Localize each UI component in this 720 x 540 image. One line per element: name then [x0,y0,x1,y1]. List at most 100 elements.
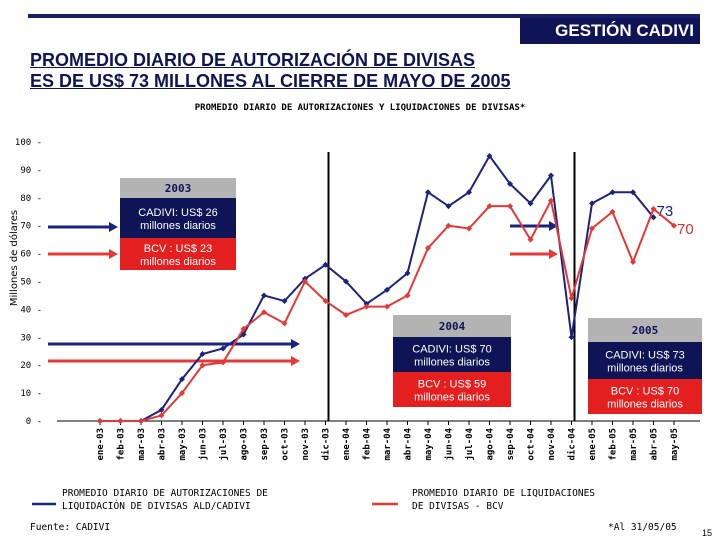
data-point [507,203,513,210]
x-tick-label: feb-05 [609,428,619,461]
annotation-cadivi-line-1: CADIVI: US$ 26 [138,207,217,219]
data-point [322,261,329,268]
header-tab: GESTIÓN CADIVI [520,18,700,44]
legend-blue-text: PROMEDIO DIARIO DE AUTORIZACIONES DE LIQ… [62,487,268,513]
data-point [281,298,288,305]
y-axis-label: Millones de dólares [8,210,20,306]
arrow-2004-cadivi-head [291,339,300,349]
data-point [425,245,431,252]
y-tick-label: 70 - [20,222,42,232]
data-point [302,278,308,285]
x-tick-label: mar-05 [629,428,639,461]
y-tick-label: 90 - [20,166,42,176]
x-tick-label: jul-03 [218,428,229,461]
data-point [486,152,493,159]
x-tick-label: jun-04 [444,427,455,460]
data-point [650,205,657,212]
series-line-cadivi [100,154,655,422]
page-headline: PROMEDIO DIARIO DE AUTORIZACIÓN DE DIVIS… [30,50,510,92]
x-tick-label: jun-03 [198,428,209,461]
y-tick-label: 40 - [20,305,42,315]
x-tick-label: ene-05 [588,428,598,461]
legend-blue-label-2: LIQUIDACIÓN DE DIVISAS ALD/CADIVI [62,501,251,512]
data-point [486,203,493,210]
data-point [199,351,206,358]
data-point [609,189,616,196]
source-note: Fuente: CADIVI [30,522,111,533]
x-tick-label: oct-03 [281,428,291,461]
x-tick-label: ene-04 [342,427,352,460]
data-point [220,345,226,352]
data-point [343,278,349,285]
data-point [548,197,554,204]
arrow-2004-bcv-head [291,356,300,366]
annotation-cadivi-line-2: millones diarios [414,357,490,369]
data-point [466,225,472,232]
chart-title: PROMEDIO DIARIO DE AUTORIZACIONES Y LIQU… [194,103,526,113]
x-tick-label: abr-03 [158,428,168,461]
annotation-year: 2003 [165,182,192,195]
annotation-bcv-box [588,379,702,414]
arrow-2003-cadivi-head [109,222,118,232]
data-point [97,418,103,424]
y-tick-label: 10 - [20,389,42,399]
data-point [527,236,534,243]
y-tick-label: 100 - [15,138,42,148]
annotation-bcv-line-2: millones diarios [140,256,216,268]
data-point [445,222,452,229]
data-point [404,270,411,277]
y-tick-label: 50 - [20,278,42,288]
data-point [671,222,677,229]
y-tick-label: 0 - [26,417,42,427]
annotation-bcv-line-2: millones diarios [414,392,490,404]
data-point [179,390,185,397]
data-point [240,325,247,332]
x-tick-label: may-04 [424,427,434,460]
headline-line-1: PROMEDIO DIARIO DE AUTORIZACIÓN DE DIVIS… [30,50,476,70]
data-point [179,376,185,383]
x-tick-label: feb-04 [363,427,373,460]
annotation-cadivi-box [393,337,511,372]
x-tick-label: nov-04 [547,427,557,460]
x-tick-label: mar-04 [383,427,393,460]
legend-red-label-1: PROMEDIO DIARIO DE LIQUIDACIONES [412,488,596,499]
data-point [404,292,411,299]
x-tick-label: ago-04 [486,427,496,460]
annotation-year: 2005 [632,324,659,337]
data-point [589,200,595,207]
data-point [466,189,472,196]
data-point [445,203,452,210]
y-tick-label: 80 - [20,194,42,204]
data-point [322,298,329,305]
legend-red-text: PROMEDIO DIARIO DE LIQUIDACIONES DE DIVI… [412,487,595,513]
data-point [343,311,349,318]
annotation-bcv-line-1: BCV : US$ 70 [611,386,679,398]
y-tick-label: 20 - [20,361,42,371]
x-tick-label: ene-03 [96,428,106,461]
annotation-cadivi-line-1: CADIVI: US$ 70 [412,344,491,356]
x-tick-label: mar-03 [137,428,147,461]
data-point [363,303,370,310]
x-tick-label: feb-03 [117,428,127,461]
data-point [507,180,513,187]
date-note: *Al 31/05/05 [608,522,677,533]
x-tick-label: may-05 [670,428,680,461]
data-point [261,309,267,316]
arrow-2004-end-bcv-head [549,249,558,259]
headline-line-2: ES DE US$ 73 MILLONES AL CIERRE DE MAYO … [30,71,511,91]
annotation-year: 2004 [439,320,466,333]
data-point [158,412,165,419]
annotation-bcv-line-2: millones diarios [607,399,683,411]
data-point [384,303,390,310]
annotation-year-box [588,318,702,342]
header-rule [28,14,700,18]
x-tick-label: dic-03 [321,428,332,461]
data-point [261,292,267,299]
x-tick-label: may-03 [178,428,188,461]
data-point [568,295,575,302]
annotation-cadivi-line-1: CADIVI: US$ 73 [605,350,684,362]
series-end-label: 70 [677,221,694,238]
data-point [630,258,636,265]
data-point [650,214,657,221]
x-tick-label: nov-03 [301,428,311,461]
